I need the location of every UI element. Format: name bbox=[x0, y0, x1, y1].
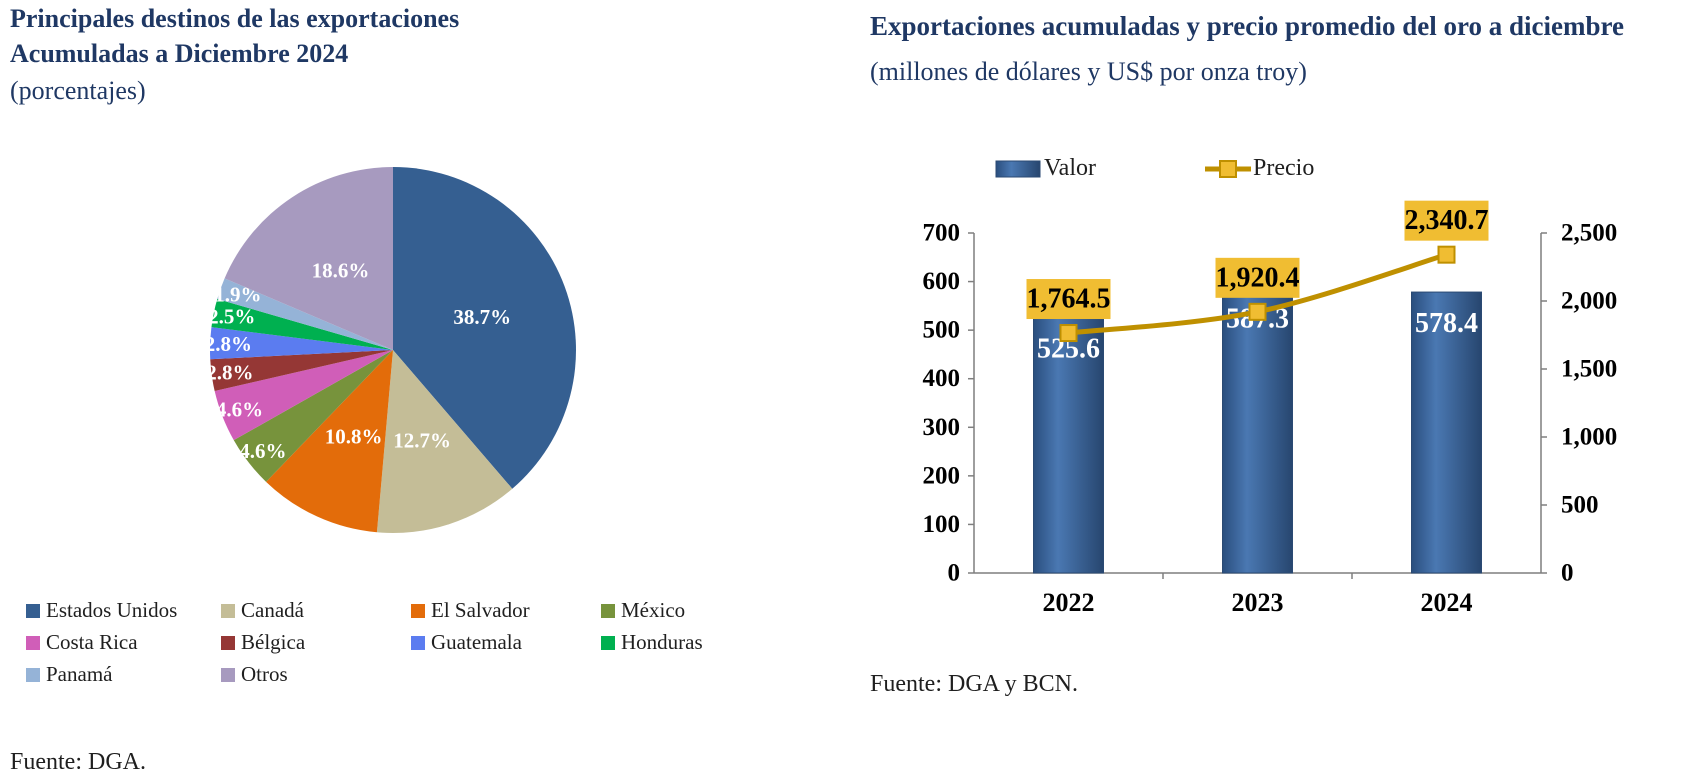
bar-2023 bbox=[1222, 287, 1293, 574]
legend-item-panama: Panamá bbox=[26, 662, 112, 687]
pie-slice-estados-unidos bbox=[393, 167, 576, 489]
legend-swatch bbox=[411, 603, 425, 618]
legend-label: Costa Rica bbox=[46, 630, 138, 654]
pie-chart-title-line-2: Acumuladas a Diciembre 2024 bbox=[10, 39, 349, 68]
legend-swatch bbox=[26, 603, 40, 618]
legend-label: Honduras bbox=[621, 630, 703, 654]
legend-item-el-salvador: El Salvador bbox=[411, 598, 530, 623]
pie-slice-belgica bbox=[210, 350, 393, 392]
bar-label-2024: 578.4 bbox=[1415, 308, 1478, 339]
price-marker-2024 bbox=[1437, 245, 1456, 264]
legend-swatch bbox=[601, 603, 615, 618]
legend-swatch bbox=[26, 667, 40, 682]
legend-swatch-valor bbox=[995, 160, 1041, 178]
legend-swatch bbox=[411, 635, 425, 650]
y-tick-right: 1,500 bbox=[1561, 356, 1617, 383]
pie-slice-mexico bbox=[233, 350, 393, 482]
price-marker-2023 bbox=[1248, 302, 1267, 321]
y-tick-left: 100 bbox=[923, 511, 961, 538]
pie-label-el-salvador: 10.8% bbox=[325, 425, 383, 449]
legend-label: Otros bbox=[241, 662, 288, 686]
pie-label-otros: 18.6% bbox=[312, 259, 370, 283]
pie-chart-subtitle: (porcentajes) bbox=[10, 76, 146, 105]
bar-2022 bbox=[1033, 317, 1104, 574]
legend-item-mexico: México bbox=[601, 598, 685, 623]
pie-label-guatemala: 2.8% bbox=[205, 332, 252, 356]
legend-item-costa-rica: Costa Rica bbox=[26, 630, 138, 655]
price-label-2024: 2,340.7 bbox=[1405, 205, 1489, 236]
pie-chart-title-line-1: Principales destinos de las exportacione… bbox=[10, 4, 460, 33]
y-tick-right: 500 bbox=[1561, 492, 1599, 519]
pie-label-mexico: 4.6% bbox=[239, 439, 286, 463]
pie-slice-honduras bbox=[211, 298, 393, 350]
legend-label: Guatemala bbox=[431, 630, 522, 654]
price-label-box-2022 bbox=[1026, 279, 1111, 320]
legend-item-belgica: Bélgica bbox=[221, 630, 305, 655]
y-tick-left: 300 bbox=[923, 414, 961, 441]
y-tick-left: 500 bbox=[923, 317, 961, 344]
legend-item-honduras: Honduras bbox=[601, 630, 703, 655]
legend-swatch bbox=[221, 667, 235, 682]
bar-chart-title: Exportaciones acumuladas y precio promed… bbox=[870, 11, 1624, 41]
pie-label-costa-rica: 4.6% bbox=[216, 398, 263, 422]
legend-label-valor: Valor bbox=[1044, 155, 1096, 181]
legend-label-precio: Precio bbox=[1253, 155, 1314, 181]
pie-slice-guatemala bbox=[210, 327, 393, 360]
pie-label-belgica: 2.8% bbox=[206, 361, 253, 385]
y-tick-right: 0 bbox=[1561, 560, 1574, 587]
legend-item-canada: Canadá bbox=[221, 598, 304, 623]
pie-chart: 38.7%12.7%10.8%4.6%4.6%2.8%2.8%2.5%1.9%1… bbox=[205, 167, 576, 533]
legend-swatch bbox=[221, 635, 235, 650]
pie-slice-canada bbox=[376, 350, 513, 533]
pie-label-estados-unidos: 38.7% bbox=[453, 305, 511, 329]
legend-label: Panamá bbox=[46, 662, 113, 686]
legend-label: El Salvador bbox=[431, 598, 530, 622]
y-tick-left: 200 bbox=[923, 462, 961, 489]
legend-label: Estados Unidos bbox=[46, 598, 178, 622]
pie-slice-otros bbox=[224, 167, 393, 350]
price-label-box-2024 bbox=[1404, 200, 1489, 241]
x-category-2024: 2024 bbox=[1421, 588, 1473, 617]
legend-swatch bbox=[601, 635, 615, 650]
bar-chart-subtitle: (millones de dólares y US$ por onza troy… bbox=[870, 57, 1307, 86]
pie-slice-el-salvador bbox=[266, 350, 393, 533]
legend-label: Bélgica bbox=[241, 630, 306, 654]
pie-legend: Estados Unidos Canadá El Salvador México Cos… bbox=[26, 598, 826, 698]
price-label-box-2023 bbox=[1215, 257, 1300, 298]
price-marker-2022 bbox=[1059, 324, 1078, 343]
legend-label: Canadá bbox=[241, 598, 304, 622]
x-category-2023: 2023 bbox=[1232, 588, 1284, 617]
price-label-2023: 1,920.4 bbox=[1216, 262, 1300, 293]
pie-chart-source: Fuente: DGA. bbox=[10, 749, 146, 775]
y-tick-right: 2,500 bbox=[1561, 220, 1617, 247]
legend-marker-precio bbox=[1219, 160, 1237, 178]
bar-line-chart: 0 100 200 300 400 500 600 700 0 500 1,000 1,500 2,00… bbox=[923, 155, 1618, 617]
legend-item-estados-unidos: Estados Unidos bbox=[26, 598, 177, 623]
bar-2024 bbox=[1411, 291, 1482, 574]
legend-item-guatemala: Guatemala bbox=[411, 630, 522, 655]
y-tick-left: 600 bbox=[923, 268, 961, 295]
legend-item-otros: Otros bbox=[221, 662, 288, 687]
y-tick-right: 2,000 bbox=[1561, 288, 1617, 315]
pie-chart-panel: Principales destinos de las exportacione… bbox=[0, 0, 840, 783]
y-tick-left: 400 bbox=[923, 365, 961, 392]
pie-label-honduras: 2.5% bbox=[208, 305, 255, 329]
bar-chart-panel: Exportaciones acumuladas y precio promed… bbox=[860, 0, 1702, 783]
y-tick-right: 1,000 bbox=[1561, 424, 1617, 451]
legend-swatch bbox=[221, 603, 235, 618]
legend-swatch bbox=[26, 635, 40, 650]
x-category-2022: 2022 bbox=[1043, 588, 1095, 617]
bar-chart-source: Fuente: DGA y BCN. bbox=[870, 671, 1079, 697]
y-tick-left: 0 bbox=[948, 560, 961, 587]
pie-slice-panama bbox=[217, 278, 393, 350]
pie-slice-costa-rica bbox=[214, 350, 393, 441]
price-label-2022: 1,764.5 bbox=[1027, 284, 1111, 315]
pie-label-canada: 12.7% bbox=[393, 429, 451, 453]
legend-label: México bbox=[621, 598, 686, 622]
y-tick-left: 700 bbox=[923, 220, 961, 247]
